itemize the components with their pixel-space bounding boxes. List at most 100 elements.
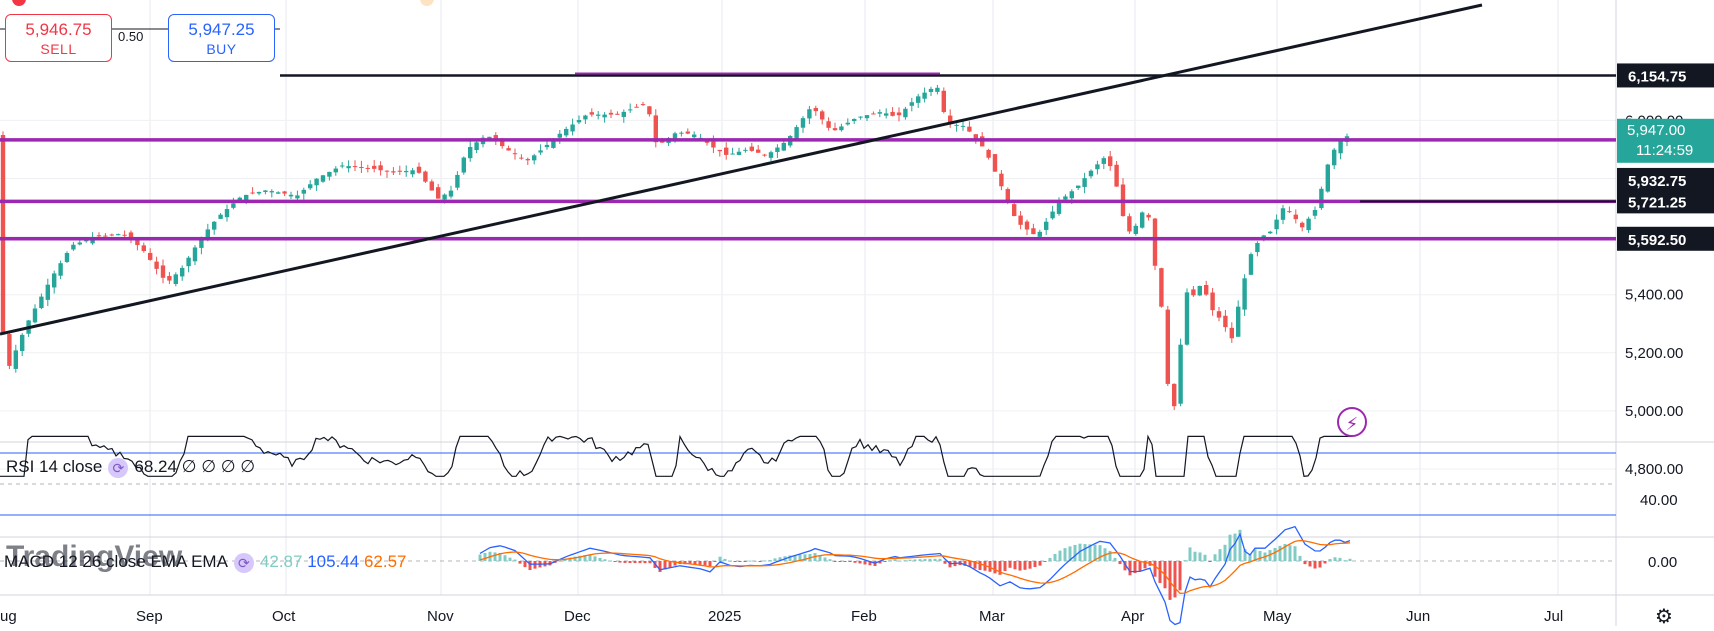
candle-body	[1287, 211, 1292, 213]
candle-body	[967, 126, 972, 132]
macd-title: MACD 12 26 close EMA EMA	[4, 552, 228, 571]
candle-body	[813, 107, 818, 112]
macd-histogram-bar	[798, 554, 802, 561]
candle-body	[525, 159, 530, 161]
gear-icon[interactable]: ⚙	[1655, 606, 1673, 628]
candle-body	[1216, 311, 1222, 318]
countdown-label: 11:24:59	[1636, 142, 1693, 159]
buy-button[interactable]: 5,947.25 BUY	[168, 14, 275, 62]
macd-histogram-bar	[1233, 533, 1237, 561]
candle-body	[992, 154, 998, 172]
macd-histogram-bar	[533, 561, 537, 569]
candle-body	[1300, 222, 1305, 228]
macd-histogram-bar	[963, 561, 967, 566]
sell-button[interactable]: 5,946.75 SELL	[5, 14, 112, 62]
macd-histogram-bar	[728, 560, 732, 562]
candle-body	[852, 119, 857, 122]
candle-body	[148, 252, 153, 260]
candle-body	[864, 115, 870, 119]
candle-body	[404, 171, 409, 173]
time-axis-label: 2025	[708, 608, 741, 625]
candle-body	[327, 171, 332, 177]
candle-body	[602, 114, 607, 118]
candle-body	[1197, 285, 1202, 296]
time-axis-label: Jun	[1406, 608, 1430, 625]
price-axis-tick: 5,400.00	[1625, 287, 1683, 304]
macd-histogram-bar	[778, 557, 782, 561]
macd-histogram-bar	[1333, 557, 1337, 561]
macd-histogram-bar	[753, 560, 757, 562]
candle-body	[1165, 309, 1170, 384]
candle-body	[1152, 218, 1158, 266]
candle-body	[64, 252, 70, 262]
macd-histogram-bar	[988, 561, 992, 572]
candle-body	[653, 115, 658, 143]
candle-body	[711, 141, 716, 148]
macd-histogram-bar	[1093, 544, 1097, 561]
candle-body	[589, 112, 594, 115]
macd-histogram-bar	[478, 554, 482, 561]
candle-body	[839, 126, 844, 131]
macd-histogram-bar	[708, 561, 712, 567]
candle-body	[1280, 208, 1286, 220]
macd-histogram-bar	[1208, 561, 1212, 562]
candle-body	[39, 296, 44, 309]
time-axis-label: Apr	[1121, 608, 1144, 625]
macd-histogram-bar	[1013, 561, 1017, 570]
candle-body	[1268, 231, 1273, 234]
macd-histogram-bar	[1303, 561, 1307, 565]
candle-body	[781, 142, 786, 151]
macd-histogram-bar	[1178, 561, 1182, 591]
macd-histogram-bar	[903, 560, 907, 562]
lightning-icon[interactable]: ⚡	[1337, 407, 1367, 437]
candle-body	[237, 197, 242, 201]
macd-histogram-bar	[1168, 561, 1172, 600]
candle-body	[1114, 164, 1119, 187]
macd-histogram-bar	[828, 559, 832, 561]
candle-body	[1223, 315, 1228, 328]
macd-histogram-bar	[1008, 561, 1012, 568]
candle-body	[205, 229, 210, 238]
macd-histogram-bar	[563, 558, 567, 561]
price-tag-label: 6,154.75	[1628, 68, 1686, 85]
macd-histogram-bar	[598, 557, 602, 561]
macd-histogram-bar	[888, 560, 892, 562]
macd-histogram-bar	[1028, 561, 1032, 569]
macd-histogram-bar	[893, 559, 897, 561]
candle-body	[180, 267, 185, 277]
candle-body	[685, 131, 690, 134]
candle-body	[532, 155, 537, 161]
macd-histogram-bar	[583, 555, 587, 561]
macd-histogram-bar	[523, 561, 527, 568]
time-axis-label: Mar	[979, 608, 1005, 625]
macd-histogram-bar	[968, 561, 972, 567]
rsi-settings-icon[interactable]: ⟳	[108, 457, 129, 478]
candle-body	[1005, 189, 1010, 202]
rsi-legend[interactable]: RSI 14 close ⟳ 68.24 ∅ ∅ ∅ ∅	[6, 457, 255, 478]
candle-body	[1076, 185, 1081, 188]
candle-body	[154, 261, 159, 269]
macd-histogram-bar	[923, 559, 927, 561]
macd-histogram-bar	[1338, 557, 1342, 561]
candle-body	[378, 165, 383, 171]
candle-body	[807, 109, 812, 119]
current-price-label: 5,947.00	[1627, 122, 1685, 139]
macd-histogram-bar	[788, 555, 792, 561]
candle-body	[909, 102, 914, 106]
macd-histogram-bar	[823, 557, 827, 561]
macd-legend[interactable]: MACD 12 26 close EMA EMA ⟳ 42.87 105.44 62…	[4, 552, 406, 573]
macd-settings-icon[interactable]: ⟳	[233, 552, 254, 573]
macd-histogram-bar	[603, 559, 607, 561]
candle-body	[1108, 156, 1113, 167]
macd-histogram-bar	[773, 558, 777, 561]
macd-histogram-bar	[648, 561, 652, 564]
candle-body	[346, 166, 351, 169]
macd-signal-value: 62.57	[363, 552, 407, 571]
candle-body	[1095, 164, 1100, 170]
macd-histogram-bar	[638, 561, 642, 564]
macd-histogram-bar	[1048, 557, 1052, 561]
candle-body	[500, 138, 505, 147]
macd-histogram-bar	[713, 561, 717, 562]
